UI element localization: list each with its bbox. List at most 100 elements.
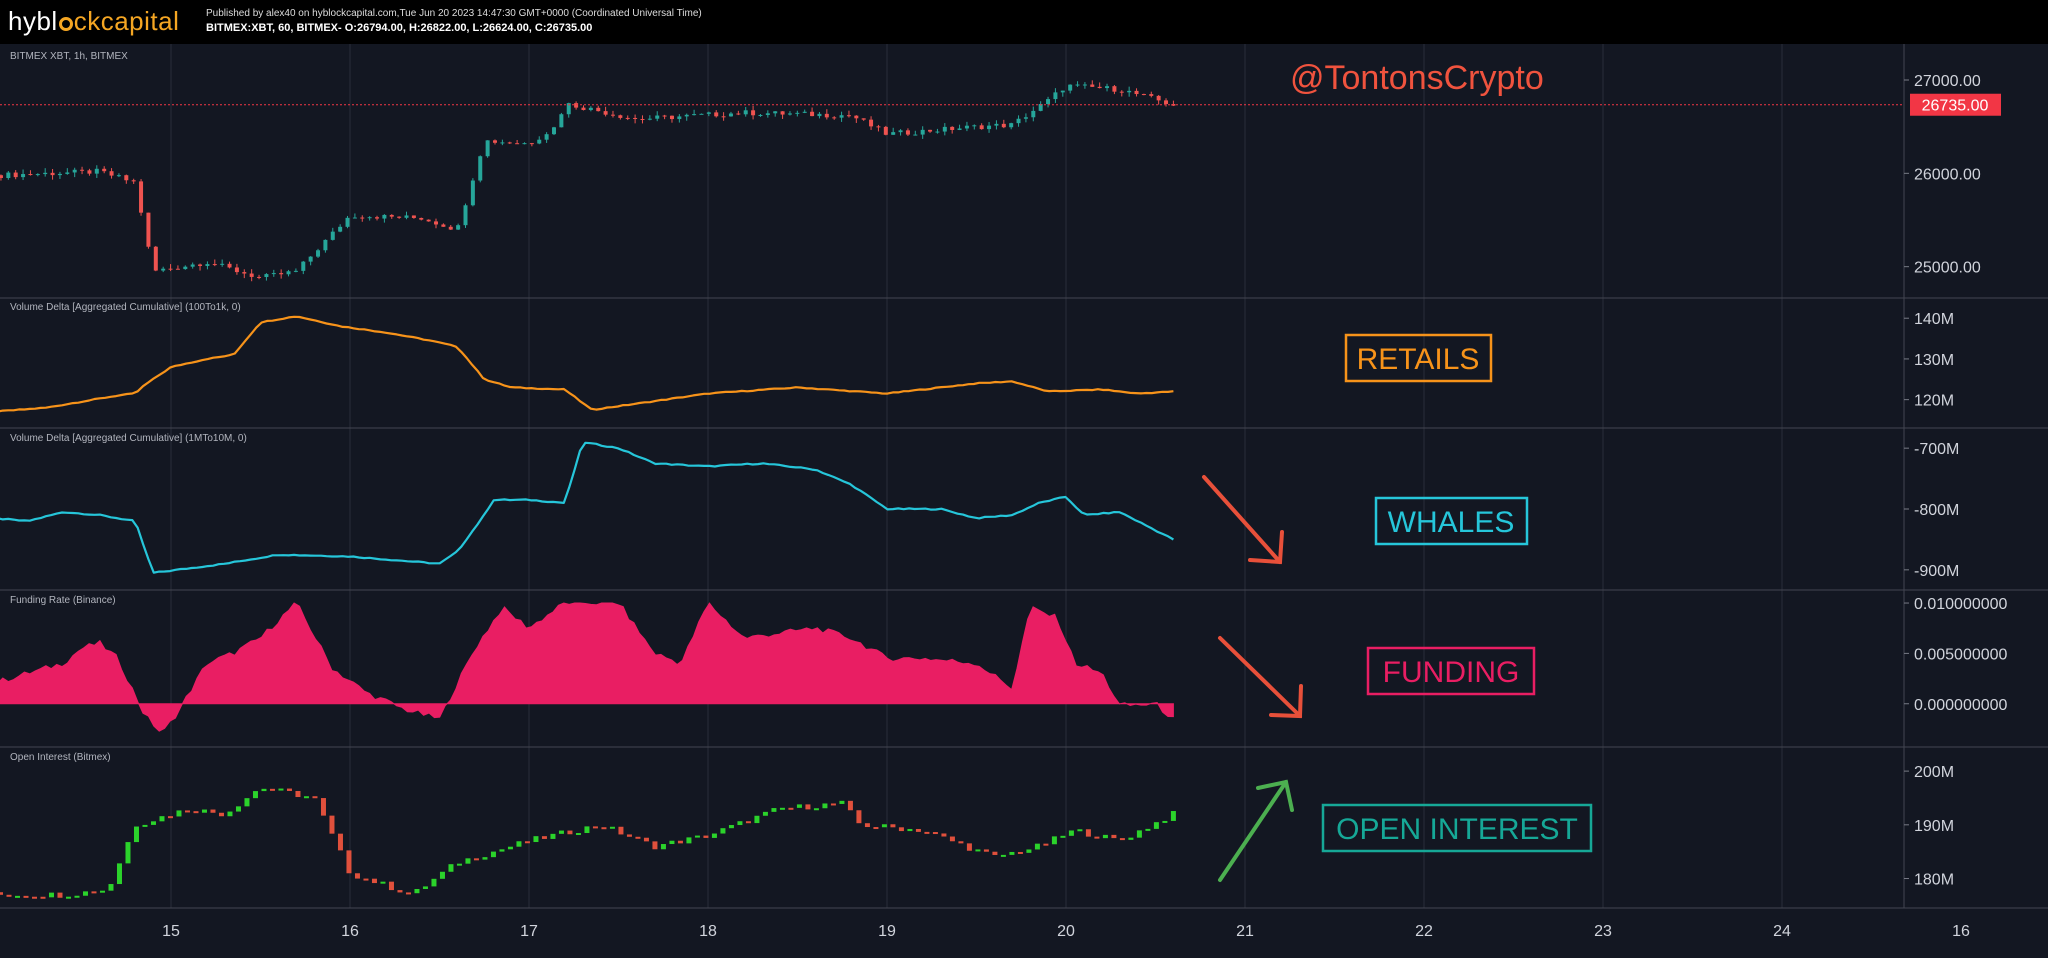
oi-bar [1170,811,1176,821]
oi-bar [1051,836,1057,845]
candle-body [1141,94,1146,96]
funding-arrow-down-icon [1218,636,1303,719]
candle-body [264,274,269,278]
whale-volume-delta-pane[interactable] [0,441,1174,574]
oi-bar [745,821,751,824]
candle-body [426,219,431,222]
x-tick-label: 16 [1952,923,1970,940]
oi-bar [541,836,547,839]
oi-arrow-up-icon [1218,779,1294,882]
candle-body [382,214,387,219]
whales-box [1374,496,1529,546]
x-tick-label: 21 [1236,923,1254,940]
oi-bar [312,796,318,799]
candle-body [345,217,350,227]
oi-bar [975,849,981,852]
oi-bar [14,895,20,898]
price-axes[interactable]: 27000.00 26000.00 25000.00 140M 130M 120M -700… [1904,73,2008,889]
candle-body [183,266,188,270]
oi-bar [354,873,360,879]
oi-bar [380,881,386,884]
open-interest-box [1321,803,1593,853]
y-tick-label: 200M [1914,764,1954,781]
candle-body [507,142,512,144]
candle-body [1068,84,1073,91]
oi-bar [575,833,581,836]
oi-bar [116,863,122,885]
candle-body [139,181,144,213]
candle-body [721,116,726,118]
candle-body [795,112,800,114]
retail-pane-label: Volume Delta [Aggregated Cumulative] (10… [10,302,241,313]
candle-body [161,268,166,271]
price-pane[interactable]: 26735.00 [0,80,2001,282]
funding-rate-pane[interactable] [0,602,1174,732]
candle-body [43,172,48,175]
candle-body [190,264,195,267]
oi-bar [388,881,394,891]
oi-bar [1153,822,1159,829]
candle-body [1075,84,1080,86]
candle-body [787,113,792,115]
y-tick-label: 190M [1914,818,1954,835]
oi-bar [864,823,870,828]
oi-bar [524,841,530,844]
top-bar: hybl ckcapital Published by alex40 on hyb… [0,0,2048,44]
candle-body [883,126,888,135]
candle-body [1082,84,1087,86]
oi-bar [405,892,411,895]
y-tick-label: 0.010000000 [1914,596,2008,613]
candle-body [338,226,343,232]
oi-pane-label: Open Interest (Bitmex) [10,752,111,763]
time-axis[interactable]: 15 16 17 18 19 20 21 22 23 24 16 [162,923,1970,940]
candle-body [1149,94,1154,96]
x-tick-label: 18 [699,923,717,940]
oi-bar [82,891,88,896]
candle-body [854,115,859,119]
oi-bar [507,846,513,850]
oi-bar [626,834,632,837]
candle-body [935,131,940,133]
candle-body [529,143,534,145]
y-tick-label: 120M [1914,393,1954,410]
candle-body [928,129,933,132]
retail-volume-delta-pane[interactable] [0,315,1174,413]
chart-area[interactable]: 26735.00 27000.00 26000.00 25000.00 140M 130… [0,44,2048,958]
logo-prefix: hybl [8,6,58,36]
oi-bar [822,803,828,809]
candle-body [116,175,121,177]
oi-bar [363,878,369,881]
oi-bar [813,808,819,811]
candle-body [1164,100,1169,105]
oi-bar [584,826,590,834]
candle-body [131,180,136,182]
oi-bar [686,837,692,844]
oi-bar [754,815,760,824]
candle-body [470,180,475,206]
candle-body [1001,123,1006,128]
oi-bar [1128,837,1134,840]
open-interest-pane[interactable] [0,788,1176,899]
candle-body [234,267,239,273]
oi-bar [99,890,105,893]
candle-body [279,273,284,275]
candle-body [1119,91,1124,93]
oi-bar [473,858,479,861]
oi-bar [1017,851,1023,854]
oi-bar [592,826,598,829]
oi-bar [456,863,462,866]
oi-bar [108,884,114,891]
oi-bar [65,896,71,899]
oi-bar [320,798,326,816]
oi-bar [1077,829,1083,832]
oi-bar [694,835,700,838]
candle-body [684,114,689,117]
candle-body [655,115,660,119]
oi-bar [1000,854,1006,857]
x-tick-label: 22 [1415,923,1433,940]
oi-bar [431,878,437,887]
candle-body [146,212,151,247]
oi-bar [303,796,309,799]
oi-bar [856,810,862,824]
x-tick-label: 15 [162,923,180,940]
